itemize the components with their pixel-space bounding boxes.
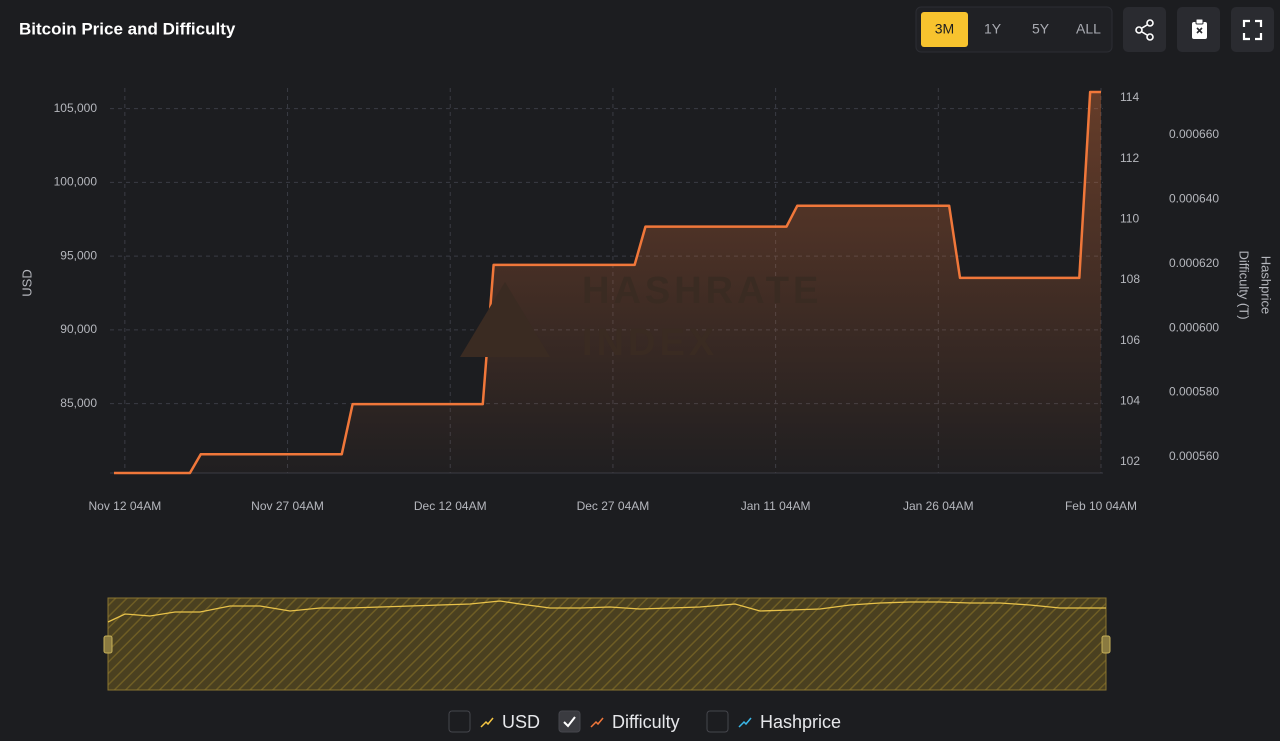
y-tick-label: 85,000 (60, 396, 97, 410)
range-buttons: 3M 1Y 5Y ALL (921, 12, 1112, 47)
line (114, 90, 1101, 475)
y3-tick-label: 0.000660 (1169, 127, 1219, 141)
y2-tick-label: 110 (1120, 212, 1139, 226)
x-tick-label: Dec 27 04AM (577, 499, 650, 513)
range-button-label[interactable]: 5Y (1032, 21, 1050, 37)
legend-swatch (738, 717, 752, 728)
y3-tick-label: 0.000560 (1169, 449, 1219, 463)
legend-label: Difficulty (612, 712, 680, 732)
legend-item[interactable]: USD (448, 710, 540, 733)
y2-axis-title: Difficulty (T) (1237, 250, 1252, 319)
legend-item[interactable]: Hashprice (706, 710, 841, 733)
range-button[interactable]: ALL (1065, 12, 1112, 47)
copy-button[interactable] (1177, 7, 1220, 52)
watermark: HASHRATE (582, 270, 822, 312)
share-button[interactable] (1123, 7, 1166, 52)
chart-title: Bitcoin Price and Difficulty (19, 19, 236, 38)
plot-area: 85,000 90,000 95,000 100,000 105,000 102 104 10… (19, 88, 1274, 513)
y3-axis-title: Hashprice (1259, 256, 1274, 315)
legend-label: USD (502, 712, 540, 732)
legend-checkbox[interactable] (706, 710, 729, 733)
range-button[interactable]: 5Y (1017, 12, 1064, 47)
x-tick-label: Nov 12 04AM (88, 499, 161, 513)
range-button-label[interactable]: ALL (1076, 21, 1101, 37)
y-tick-label: 100,000 (54, 175, 98, 189)
y3-tick-label: 0.000600 (1169, 320, 1219, 334)
legend-swatch (480, 717, 494, 728)
y-axis-title: USD (19, 269, 34, 296)
watermark: INDEX (582, 322, 718, 364)
range-button[interactable]: 3M (921, 12, 968, 47)
legend-checkbox[interactable] (558, 710, 581, 733)
watermark-logo (460, 282, 550, 357)
range-button-bg (921, 12, 968, 47)
y-tick-label: 105,000 (54, 101, 98, 115)
legend-checkbox[interactable] (448, 710, 471, 733)
y2-tick-label: 106 (1120, 333, 1140, 347)
range-button-label[interactable]: 3M (935, 21, 954, 37)
y2-tick-label: 108 (1120, 272, 1140, 286)
x-tick-label: Feb 10 04AM (1065, 499, 1137, 513)
y2-tick-label: 112 (1120, 151, 1139, 165)
legend-label: Hashprice (760, 712, 841, 732)
x-tick-label: Jan 11 04AM (741, 499, 811, 513)
y2-tick-label: 102 (1120, 454, 1140, 468)
legend-swatch (590, 717, 604, 728)
range-button[interactable]: 1Y (969, 12, 1016, 47)
y3-tick-label: 0.000580 (1169, 385, 1219, 399)
x-tick-label: Dec 12 04AM (414, 499, 487, 513)
fullscreen-button[interactable] (1231, 7, 1274, 52)
navigator[interactable] (103, 597, 1111, 691)
y3-tick-label: 0.000640 (1169, 192, 1219, 206)
range-button-label[interactable]: 1Y (984, 21, 1002, 37)
legend: USD Difficulty Hashprice (448, 710, 841, 733)
check-mark (563, 716, 576, 728)
y3-tick-label: 0.000620 (1169, 256, 1219, 270)
x-tick-label: Nov 27 04AM (251, 499, 324, 513)
y2-tick-label: 104 (1120, 394, 1140, 408)
y-tick-label: 90,000 (60, 322, 97, 336)
y-tick-label: 95,000 (60, 248, 97, 262)
legend-item[interactable]: Difficulty (558, 710, 680, 733)
area (114, 91, 1101, 473)
x-tick-label: Jan 26 04AM (903, 499, 974, 513)
y2-tick-label: 114 (1120, 90, 1139, 104)
